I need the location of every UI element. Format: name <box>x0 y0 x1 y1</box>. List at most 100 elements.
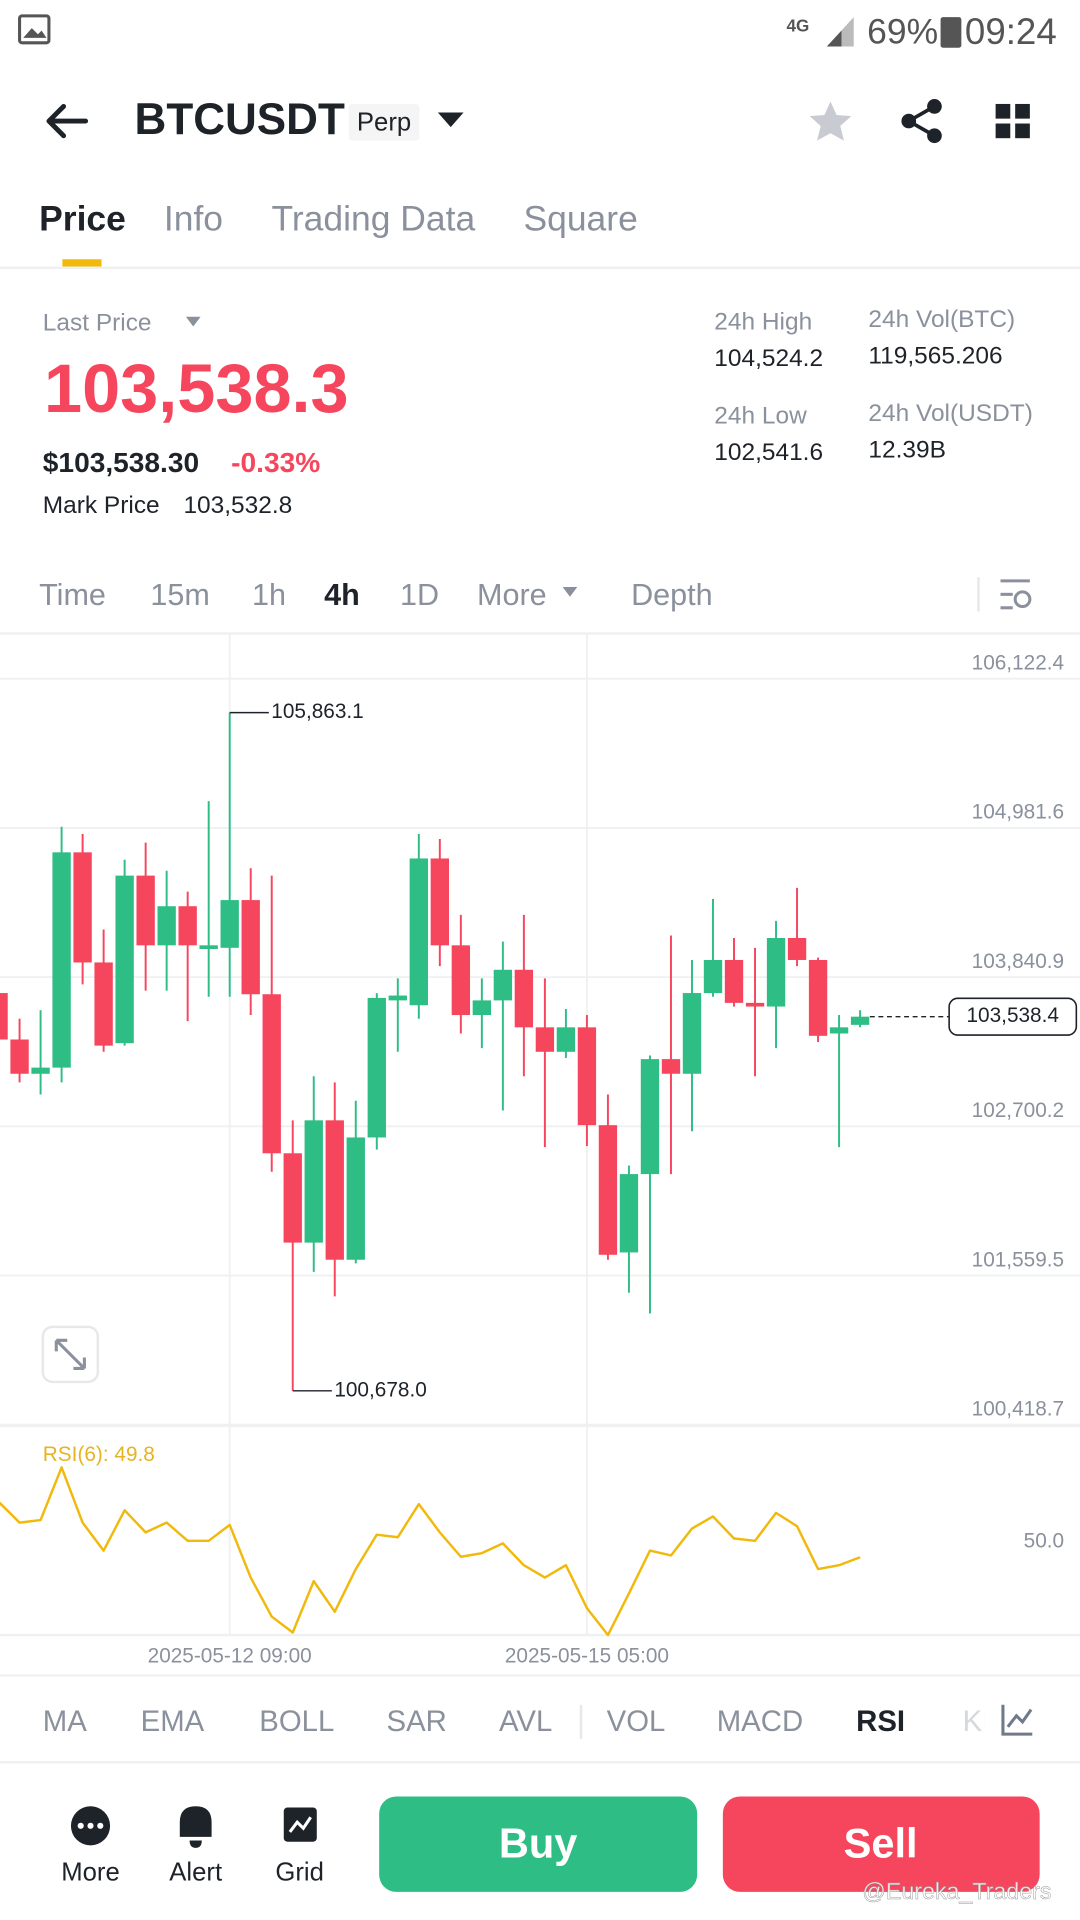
change: -0.33% <box>231 447 320 478</box>
indicator-settings[interactable] <box>1001 1704 1033 1736</box>
share-lines <box>905 104 936 138</box>
candle-body <box>682 993 702 1074</box>
interval[interactable]: 15m <box>150 578 209 612</box>
buy-button[interactable] <box>379 1796 698 1892</box>
candle-body <box>283 1153 302 1243</box>
favorite-button[interactable] <box>809 101 852 141</box>
indicator[interactable]: EMA <box>141 1705 205 1738</box>
dropdown[interactable] <box>562 587 578 597</box>
interval[interactable]: 4h <box>324 578 360 612</box>
tab[interactable]: Info <box>164 199 223 239</box>
candle-body <box>451 945 471 1016</box>
tab[interactable]: Trading Data <box>272 199 476 239</box>
bottom-bar: More Alert Grid Buy Sell @Eureka_Traders <box>61 1796 1052 1904</box>
candle-body <box>388 995 407 1001</box>
label: Mark Price <box>43 492 160 519</box>
interval[interactable]: Depth <box>631 578 713 612</box>
layout-button[interactable] <box>995 103 1030 139</box>
candle-body <box>31 1067 50 1074</box>
value: 104,524.2 <box>714 345 823 372</box>
candles <box>0 712 870 1391</box>
last-price-label: 103,538.4 <box>966 1004 1058 1027</box>
badge-bg <box>348 103 420 141</box>
value: 12.39B <box>868 437 946 464</box>
candle-body <box>94 962 113 1046</box>
candle-body <box>703 959 723 994</box>
candle-body <box>745 1002 765 1007</box>
candle-body <box>724 959 744 1003</box>
symbol: BTCUSDT <box>135 95 345 144</box>
icon-dot <box>87 1822 94 1829</box>
indicator[interactable]: MACD <box>717 1705 803 1738</box>
y-tick-label: 50.0 <box>1024 1530 1064 1553</box>
label: Last Price <box>43 310 152 337</box>
candle-body <box>73 852 92 963</box>
chart-settings[interactable] <box>1000 579 1032 610</box>
interval[interactable]: 1h <box>252 578 286 612</box>
usd-price: $103,538.30 <box>43 447 199 478</box>
candle-body <box>556 1027 576 1052</box>
indicator[interactable]: VOL <box>607 1705 666 1738</box>
alert-icon[interactable] <box>179 1806 212 1848</box>
tab[interactable]: Price <box>39 199 126 239</box>
gallery-icon-shape <box>23 28 47 38</box>
share-button[interactable] <box>901 99 942 144</box>
candle-body <box>220 900 239 948</box>
dropdown[interactable] <box>185 316 201 327</box>
candle-body <box>619 1174 639 1253</box>
back-button[interactable] <box>46 103 89 139</box>
tab[interactable]: Square <box>523 199 637 239</box>
layout-square <box>995 123 1011 139</box>
battery-percent: 69% <box>867 12 938 52</box>
candle-body <box>0 993 8 1040</box>
value: 102,541.6 <box>714 439 823 466</box>
last-price: 103,538.3 <box>44 350 349 427</box>
y-tick-label: 103,840.9 <box>972 950 1064 973</box>
indicator[interactable]: SAR <box>387 1705 447 1738</box>
buy-label: Buy <box>499 1820 578 1867</box>
label: 24h Vol(BTC) <box>868 306 1015 333</box>
candle-body <box>115 875 134 1044</box>
indicator[interactable]: RSI <box>856 1705 905 1738</box>
network: 4G <box>786 16 809 35</box>
interval[interactable]: 1D <box>400 578 439 612</box>
layout-square <box>1015 123 1030 139</box>
interval-bar: Time 15m 1h 4h 1D More Depth <box>0 577 1080 635</box>
candle-body <box>430 858 450 946</box>
signal-icon <box>826 17 854 47</box>
signal-icon-level <box>826 30 842 47</box>
candle-body <box>535 1027 555 1052</box>
candle-body <box>178 906 197 946</box>
sell-button[interactable] <box>722 1796 1040 1892</box>
icon-dot <box>97 1822 104 1829</box>
indicator[interactable]: BOLL <box>259 1705 334 1738</box>
gallery-icon <box>18 14 51 45</box>
interval[interactable]: More <box>477 578 547 612</box>
candle-body <box>640 1059 660 1175</box>
action-label[interactable]: Alert <box>169 1858 222 1886</box>
candle-body <box>661 1059 681 1074</box>
mark-price: 103,532.8 <box>183 492 292 519</box>
candle-body <box>136 875 155 946</box>
rsi-line <box>0 1466 861 1637</box>
sell-label: Sell <box>844 1820 918 1867</box>
x-tick-label: 2025-05-12 09:00 <box>148 1645 312 1668</box>
candle-body <box>808 959 828 1036</box>
indicator[interactable]: MA <box>43 1705 87 1738</box>
y-tick-label: 104,981.6 <box>972 801 1064 824</box>
candle-body <box>493 969 513 1001</box>
symbol-dropdown[interactable] <box>437 112 464 128</box>
action-label[interactable]: More <box>61 1858 120 1886</box>
indicator[interactable]: AVL <box>499 1705 552 1738</box>
last-price-box <box>948 997 1078 1036</box>
icon-dot <box>77 1822 84 1829</box>
x-tick-label: 2025-05-15 05:00 <box>505 1645 669 1668</box>
interval[interactable]: Time <box>39 578 106 612</box>
fullscreen-icon <box>54 1338 86 1370</box>
y-tick-label: 106,122.4 <box>972 652 1064 675</box>
action-label[interactable]: Grid <box>275 1858 324 1886</box>
chart: RSI(6): 49.8 106,122.4 104,981.6 103,840.9… <box>0 634 1080 1668</box>
tabs: Price Info Trading Data Square <box>0 199 1080 270</box>
